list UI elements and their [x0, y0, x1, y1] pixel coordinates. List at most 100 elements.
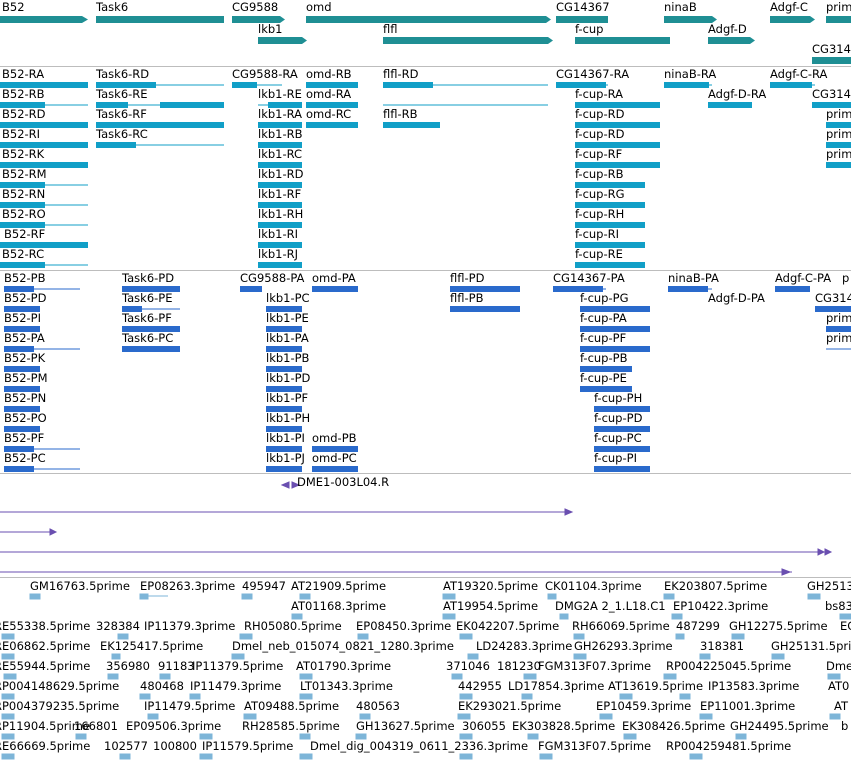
transcript-label[interactable]: B52-RO — [2, 207, 46, 221]
est-label[interactable]: GH25131.5prime — [771, 639, 851, 653]
protein-label[interactable]: f-cup-PA — [580, 311, 627, 325]
est-label[interactable]: EP08263.3prime — [140, 579, 236, 593]
protein-label[interactable]: f-cup-PI — [594, 451, 637, 465]
protein-label[interactable]: Task6-PD — [122, 271, 175, 285]
protein-label[interactable]: flfl-PB — [450, 291, 484, 305]
protein-label[interactable]: f-cup-PC — [594, 431, 642, 445]
protein-label[interactable]: B52-PB — [4, 271, 46, 285]
transcript-label[interactable]: flfl-RD — [383, 67, 419, 81]
transcript-label[interactable]: prim — [826, 127, 851, 141]
transcript-label[interactable]: f-cup-RB — [575, 167, 624, 181]
est-label[interactable]: AT13619.5prime — [608, 679, 704, 693]
transcript-label[interactable]: ninaB-RA — [664, 67, 717, 81]
transcript-label[interactable]: f-cup-RI — [575, 227, 620, 241]
est-label[interactable]: Dmel_dig_004319_0611_2336.3prime — [310, 739, 529, 753]
protein-label[interactable]: CG314 — [815, 291, 851, 305]
est-label[interactable]: RH05080.5prime — [244, 619, 342, 633]
est-label[interactable]: GH12275.5prime — [729, 619, 828, 633]
est-label[interactable]: 166801 — [74, 719, 118, 733]
est-label[interactable]: GH24495.5prime — [730, 719, 829, 733]
transcript-label[interactable]: f-cup-RE — [575, 247, 623, 261]
est-label[interactable]: 328384 — [96, 619, 140, 633]
protein-label[interactable]: B52-PM — [4, 371, 48, 385]
protein-label[interactable]: Task6-PE — [122, 291, 173, 305]
est-label[interactable]: AT0 — [828, 679, 850, 693]
est-label[interactable]: AT19320.5prime — [443, 579, 539, 593]
est-label[interactable]: LD24283.3prime — [476, 639, 573, 653]
protein-label[interactable]: lkb1-PJ — [266, 451, 305, 465]
est-label[interactable]: GH2513 — [807, 579, 851, 593]
transcript-label[interactable]: Adgf-D-RA — [708, 87, 767, 101]
est-label[interactable]: 318381 — [700, 639, 744, 653]
protein-label[interactable]: f-cup-PG — [580, 291, 629, 305]
protein-label[interactable]: lkb1-PH — [266, 411, 311, 425]
protein-label[interactable]: B52-PK — [4, 351, 46, 365]
est-label[interactable]: IP11379.5prime — [192, 659, 284, 673]
transcript-label[interactable]: lkb1-RC — [258, 147, 303, 161]
transcript-label[interactable]: Task6-RD — [96, 67, 150, 81]
gene-label[interactable]: Adgf-D — [708, 22, 747, 36]
est-label[interactable]: EP11001.3prime — [700, 699, 796, 713]
transcript-label[interactable]: CG9588-RA — [232, 67, 298, 81]
est-label[interactable]: bs83 — [825, 599, 851, 613]
protein-glyphs[interactable] — [0, 271, 851, 472]
est-label[interactable]: RH28585.5prime — [242, 719, 340, 733]
est-label[interactable]: 306055 — [462, 719, 506, 733]
protein-label[interactable]: omd-PA — [312, 271, 356, 285]
est-label[interactable]: IP11479.3prime — [190, 679, 282, 693]
protein-label[interactable]: prim — [826, 311, 851, 325]
transcript-label[interactable]: f-cup-RH — [575, 207, 625, 221]
est-label[interactable]: 91183 — [158, 659, 195, 673]
protein-label[interactable]: f-cup-PB — [580, 351, 628, 365]
transcript-label[interactable]: f-cup-RD — [575, 107, 625, 121]
transcript-label[interactable]: Task6-RC — [96, 127, 148, 141]
transcript-label[interactable]: lkb1-RE — [258, 87, 302, 101]
est-label[interactable]: 181230 — [497, 659, 541, 673]
est-label[interactable]: AT01168.3prime — [291, 599, 387, 613]
est-label[interactable]: EK293021.5prime — [458, 699, 562, 713]
protein-label[interactable]: CG14367-PA — [553, 271, 625, 285]
est-label[interactable]: AT09488.5prime — [244, 699, 340, 713]
gene-glyphs[interactable] — [0, 0, 851, 65]
protein-label[interactable]: ninaB-PA — [668, 271, 719, 285]
protein-label[interactable]: B52-PI — [4, 311, 41, 325]
clone-glyphs[interactable] — [0, 474, 851, 576]
protein-label[interactable]: B52-PA — [4, 331, 45, 345]
transcript-label[interactable]: B52-RM — [2, 167, 47, 181]
transcript-label[interactable]: CG14367-RA — [556, 67, 630, 81]
gene-label[interactable]: B52 — [2, 0, 25, 14]
est-label[interactable]: AT01790.3prime — [296, 659, 392, 673]
transcript-label[interactable]: B52-RN — [2, 187, 46, 201]
est-label[interactable]: 100800 — [153, 739, 197, 753]
est-label[interactable]: FGM313F07.5prime — [538, 739, 652, 753]
est-label[interactable]: EP08450.3prime — [356, 619, 452, 633]
est-label[interactable]: IP11579.5prime — [202, 739, 294, 753]
protein-label[interactable]: f-cup-PE — [580, 371, 627, 385]
protein-label[interactable]: lkb1-PC — [266, 291, 310, 305]
est-label[interactable]: RP004225045.5prime — [666, 659, 792, 673]
protein-label[interactable]: Task6-PF — [122, 311, 172, 325]
est-label[interactable]: 102577 — [104, 739, 148, 753]
transcript-label[interactable]: lkb1-RI — [258, 227, 299, 241]
est-label[interactable]: GH26293.3prime — [574, 639, 673, 653]
est-label[interactable]: 480468 — [140, 679, 184, 693]
est-label[interactable]: EP09506.3prime — [126, 719, 222, 733]
protein-label[interactable]: p — [842, 271, 850, 285]
gene-label[interactable]: Adgf-C — [770, 0, 808, 14]
est-label[interactable]: Dmel_neb_015074_0821_1280.3prime — [232, 639, 454, 653]
transcript-label[interactable]: omd-RA — [306, 87, 352, 101]
transcript-label[interactable]: lkb1-RD — [258, 167, 304, 181]
transcript-label[interactable]: lkb1-RF — [258, 187, 302, 201]
transcript-label[interactable]: f-cup-RA — [575, 87, 624, 101]
protein-label[interactable]: f-cup-PH — [594, 391, 643, 405]
transcript-label[interactable]: f-cup-RF — [575, 147, 623, 161]
transcript-label[interactable]: B52-RI — [2, 127, 41, 141]
est-label[interactable]: Dme — [826, 659, 851, 673]
gene-label[interactable]: f-cup — [575, 22, 604, 36]
protein-label[interactable]: lkb1-PA — [266, 331, 309, 345]
est-label[interactable]: GM16763.5prime — [30, 579, 130, 593]
transcript-label[interactable]: Task6-RE — [96, 87, 148, 101]
est-label[interactable]: RH66069.5prime — [572, 619, 670, 633]
protein-label[interactable]: B52-PN — [4, 391, 47, 405]
transcript-label[interactable]: flfl-RB — [383, 107, 418, 121]
